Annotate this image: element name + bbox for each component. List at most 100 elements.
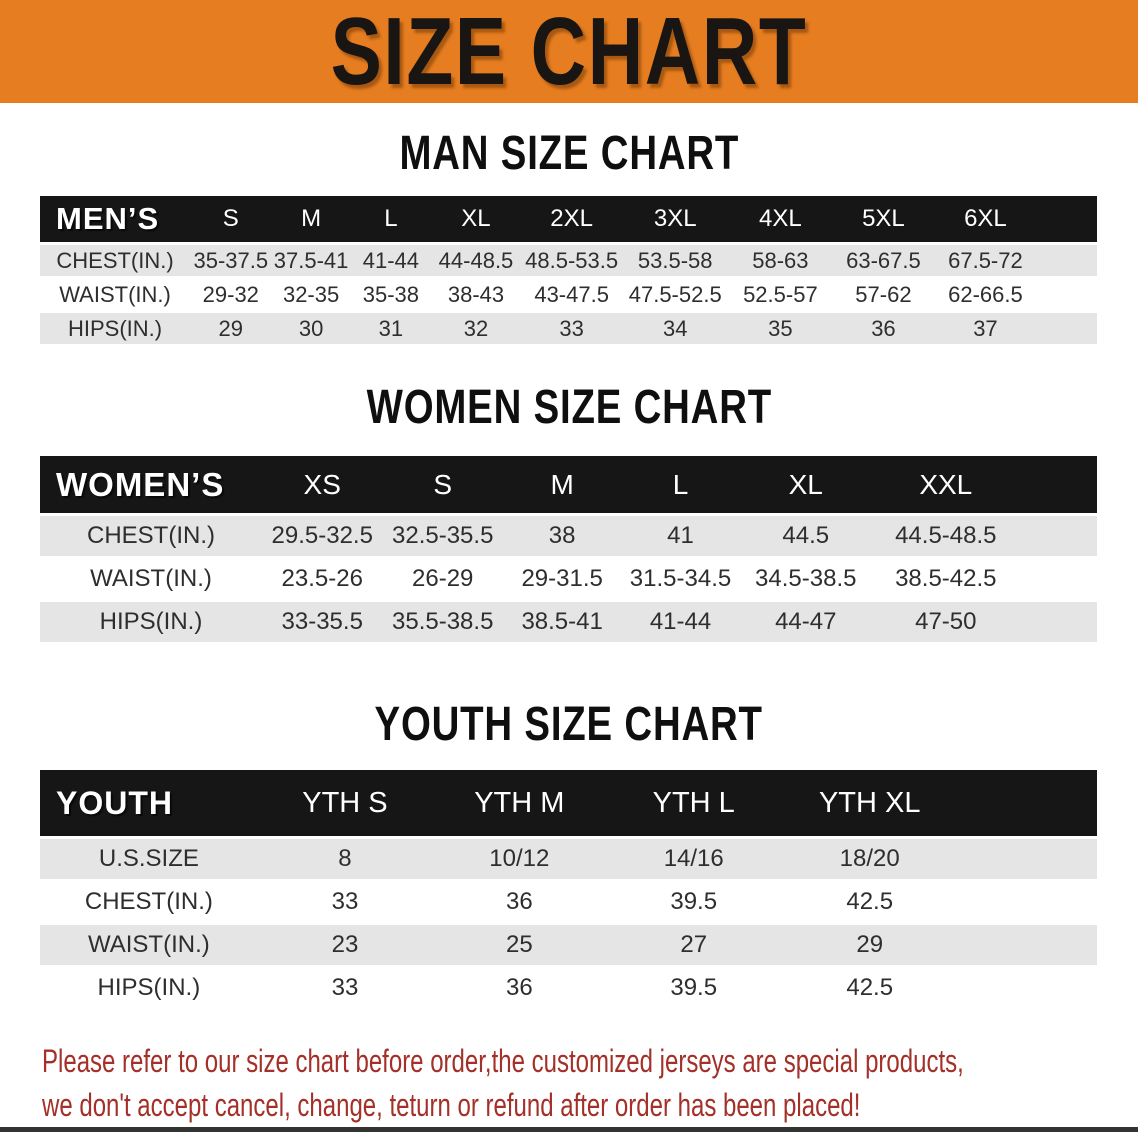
value-cell: 32-35 xyxy=(271,279,351,310)
value-cell: 27 xyxy=(606,925,781,965)
men-row-hips-in: HIPS(IN.) 29 30 31 32 33 34 35 36 37 xyxy=(40,313,1097,344)
women-column-header: XL xyxy=(739,456,872,513)
value-cell: 35-37.5 xyxy=(190,245,272,276)
value-cell: 42.5 xyxy=(780,882,959,922)
value-cell: 29-31.5 xyxy=(502,559,622,599)
row-label: WAIST(IN.) xyxy=(40,925,258,965)
filler-cell xyxy=(958,925,1097,965)
banner: SIZE CHART xyxy=(0,0,1138,103)
youth-header-row: YOUTH YTH S YTH M YTH L YTH XL xyxy=(40,770,1097,836)
section-men: MAN SIZE CHART MEN’S S M L XL 2XL 3XL 4XL 5XL 6XL C… xyxy=(0,129,1138,347)
value-cell: 26-29 xyxy=(382,559,503,599)
filler-cell xyxy=(1019,516,1097,556)
value-cell: 8 xyxy=(257,839,433,879)
value-cell: 42.5 xyxy=(780,968,959,1008)
value-cell: 44-47 xyxy=(739,602,872,642)
value-cell: 29 xyxy=(190,313,272,344)
youth-row-chest-in: CHEST(IN.) 33 36 39.5 42.5 xyxy=(40,882,1097,922)
women-heading: WOMEN SIZE CHART xyxy=(0,383,1138,433)
value-cell: 37.5-41 xyxy=(271,245,351,276)
men-heading-text: MAN SIZE CHART xyxy=(399,127,739,180)
women-column-header: S xyxy=(382,456,503,513)
section-women: WOMEN SIZE CHART WOMEN’S XS S M L XL XXL CHEST(I… xyxy=(0,383,1138,645)
men-column-header: S xyxy=(190,196,272,242)
value-cell: 33 xyxy=(520,313,623,344)
women-size-table: WOMEN’S XS S M L XL XXL CHEST(IN.) 29.5-32.5 32.5… xyxy=(40,453,1097,645)
filler-cell xyxy=(1036,196,1097,242)
row-label: CHEST(IN.) xyxy=(40,882,258,922)
value-cell: 44.5-48.5 xyxy=(871,516,1020,556)
value-cell: 67.5-72 xyxy=(934,245,1037,276)
value-cell: 37 xyxy=(934,313,1037,344)
filler-cell xyxy=(958,839,1097,879)
men-column-header: M xyxy=(271,196,351,242)
value-cell: 35.5-38.5 xyxy=(382,602,503,642)
value-cell: 29-32 xyxy=(190,279,272,310)
youth-group-label: YOUTH xyxy=(40,770,258,836)
value-cell: 39.5 xyxy=(606,968,781,1008)
row-label: CHEST(IN.) xyxy=(40,516,262,556)
row-label: WAIST(IN.) xyxy=(40,559,262,599)
youth-column-header: YTH L xyxy=(606,770,781,836)
value-cell: 38-43 xyxy=(431,279,521,310)
value-cell: 36 xyxy=(832,313,935,344)
footer-note: Please refer to our size chart before or… xyxy=(42,1039,1138,1127)
value-cell: 29.5-32.5 xyxy=(261,516,383,556)
value-cell: 34 xyxy=(622,313,729,344)
value-cell: 23.5-26 xyxy=(261,559,383,599)
value-cell: 31.5-34.5 xyxy=(621,559,740,599)
value-cell: 30 xyxy=(271,313,351,344)
value-cell: 44.5 xyxy=(739,516,872,556)
men-column-header: XL xyxy=(431,196,521,242)
women-column-header: L xyxy=(621,456,740,513)
women-heading-text: WOMEN SIZE CHART xyxy=(366,381,772,434)
filler-cell xyxy=(1036,313,1097,344)
value-cell: 47.5-52.5 xyxy=(622,279,729,310)
women-column-header: M xyxy=(502,456,622,513)
youth-column-header: YTH S xyxy=(257,770,433,836)
row-label: WAIST(IN.) xyxy=(40,279,191,310)
filler-cell xyxy=(958,968,1097,1008)
youth-heading: YOUTH SIZE CHART xyxy=(0,700,1138,750)
value-cell: 47-50 xyxy=(871,602,1020,642)
men-column-header: 6XL xyxy=(934,196,1037,242)
youth-row-u-s-size: U.S.SIZE 8 10/12 14/16 18/20 xyxy=(40,839,1097,879)
value-cell: 39.5 xyxy=(606,882,781,922)
value-cell: 58-63 xyxy=(728,245,833,276)
men-column-header: 4XL xyxy=(728,196,833,242)
value-cell: 33-35.5 xyxy=(261,602,383,642)
men-heading: MAN SIZE CHART xyxy=(0,129,1138,179)
footer-line-1: Please refer to our size chart before or… xyxy=(42,1043,964,1079)
women-column-header: XXL xyxy=(871,456,1020,513)
filler-cell xyxy=(1019,602,1097,642)
youth-column-header: YTH XL xyxy=(780,770,959,836)
value-cell: 32 xyxy=(431,313,521,344)
men-size-table: MEN’S S M L XL 2XL 3XL 4XL 5XL 6XL CHEST(IN.) 35-37… xyxy=(40,193,1097,347)
value-cell: 36 xyxy=(432,882,607,922)
youth-heading-text: YOUTH SIZE CHART xyxy=(374,698,764,751)
value-cell: 36 xyxy=(432,968,607,1008)
value-cell: 14/16 xyxy=(606,839,781,879)
youth-column-header: YTH M xyxy=(432,770,607,836)
row-label: HIPS(IN.) xyxy=(40,968,258,1008)
value-cell: 10/12 xyxy=(432,839,607,879)
value-cell: 41-44 xyxy=(621,602,740,642)
men-row-chest-in: CHEST(IN.) 35-37.5 37.5-41 41-44 44-48.5 48.5… xyxy=(40,245,1097,276)
value-cell: 18/20 xyxy=(780,839,959,879)
value-cell: 35 xyxy=(728,313,833,344)
filler-cell xyxy=(1019,559,1097,599)
value-cell: 53.5-58 xyxy=(622,245,729,276)
value-cell: 33 xyxy=(257,968,433,1008)
value-cell: 52.5-57 xyxy=(728,279,833,310)
women-header-row: WOMEN’S XS S M L XL XXL xyxy=(40,456,1097,513)
value-cell: 38.5-41 xyxy=(502,602,622,642)
men-column-header: 3XL xyxy=(622,196,729,242)
women-group-label: WOMEN’S xyxy=(40,456,262,513)
value-cell: 34.5-38.5 xyxy=(739,559,872,599)
value-cell: 62-66.5 xyxy=(934,279,1037,310)
filler-cell xyxy=(1036,279,1097,310)
filler-cell xyxy=(1019,456,1097,513)
filler-cell xyxy=(1036,245,1097,276)
women-column-header: XS xyxy=(261,456,383,513)
